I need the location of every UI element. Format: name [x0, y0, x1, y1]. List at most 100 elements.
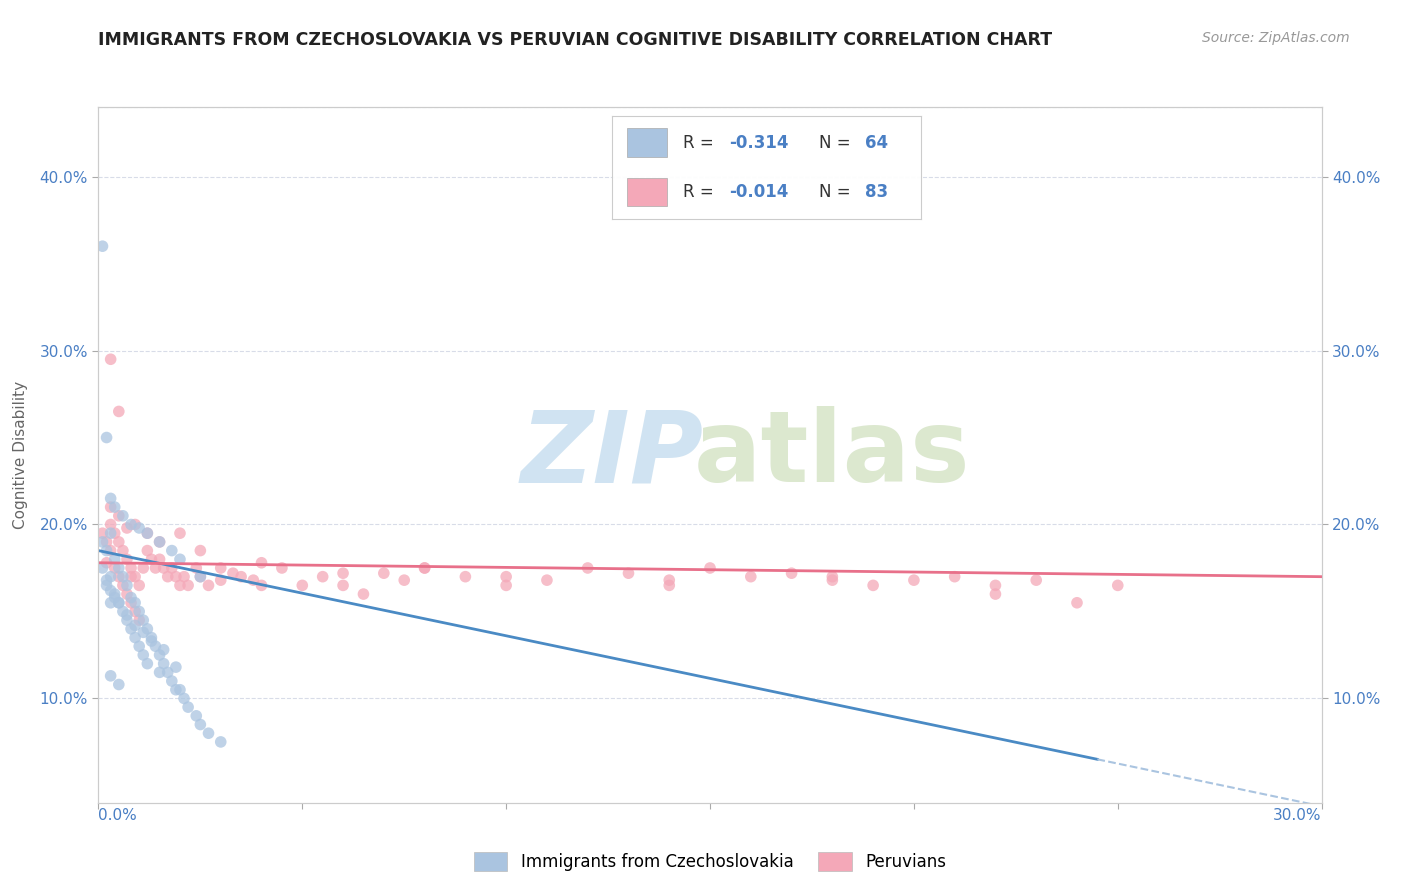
Point: [495, 570, 517, 584]
Point: [1025, 573, 1047, 587]
Point: [132, 625, 155, 640]
Point: [136, 526, 159, 541]
Point: [120, 596, 142, 610]
Point: [111, 570, 134, 584]
Point: [1066, 596, 1088, 610]
Point: [270, 561, 294, 575]
Point: [495, 578, 517, 592]
Point: [108, 404, 131, 418]
Point: [141, 552, 163, 566]
Point: [91, 526, 114, 541]
Point: [536, 573, 558, 587]
Point: [352, 587, 374, 601]
Point: [128, 605, 150, 619]
Point: [136, 657, 159, 671]
Point: [188, 570, 212, 584]
Point: [128, 578, 150, 592]
Bar: [627, 128, 668, 157]
Point: [149, 534, 172, 549]
Point: [209, 735, 232, 749]
Point: [373, 566, 395, 581]
Point: [111, 605, 134, 619]
Point: [332, 566, 354, 581]
Point: [454, 570, 477, 584]
Point: [136, 622, 159, 636]
Point: [108, 596, 131, 610]
Text: 83: 83: [865, 183, 889, 201]
Point: [169, 552, 191, 566]
Point: [209, 561, 232, 575]
Text: 0.0%: 0.0%: [98, 808, 138, 823]
Point: [222, 566, 245, 581]
Point: [128, 521, 150, 535]
Point: [145, 639, 167, 653]
Text: N =: N =: [818, 183, 851, 201]
Point: [188, 717, 212, 731]
Point: [152, 657, 174, 671]
Point: [197, 578, 219, 592]
Point: [124, 570, 146, 584]
Point: [111, 578, 134, 592]
Point: [108, 561, 131, 575]
Point: [152, 561, 174, 575]
Point: [132, 648, 155, 662]
Point: [104, 561, 127, 575]
Point: [108, 596, 131, 610]
Point: [145, 561, 167, 575]
Point: [332, 578, 354, 592]
Point: [120, 561, 142, 575]
Point: [120, 517, 142, 532]
Point: [115, 578, 138, 592]
Point: [141, 631, 163, 645]
Point: [100, 669, 122, 683]
Point: [124, 618, 146, 632]
Point: [128, 613, 150, 627]
Point: [186, 708, 208, 723]
Point: [104, 591, 127, 605]
Point: [96, 573, 118, 587]
Point: [165, 570, 187, 584]
Point: [124, 631, 146, 645]
Point: [250, 578, 273, 592]
Point: [160, 674, 183, 689]
Point: [120, 591, 142, 605]
Point: [115, 521, 138, 535]
Point: [108, 534, 131, 549]
Point: [658, 578, 681, 592]
Point: [91, 534, 114, 549]
Point: [312, 570, 335, 584]
Point: [156, 665, 179, 680]
Text: 30.0%: 30.0%: [1274, 808, 1322, 823]
Point: [576, 561, 599, 575]
Point: [177, 700, 200, 714]
Point: [160, 561, 183, 575]
Point: [169, 682, 191, 697]
Point: [100, 570, 122, 584]
Point: [149, 552, 172, 566]
Point: [165, 660, 187, 674]
Point: [91, 239, 114, 253]
Point: [943, 570, 966, 584]
Point: [188, 570, 212, 584]
Point: [115, 613, 138, 627]
Point: [413, 561, 436, 575]
Point: [100, 517, 122, 532]
Point: [120, 570, 142, 584]
Point: [291, 578, 314, 592]
Point: [188, 543, 212, 558]
Point: [100, 543, 122, 558]
Point: [100, 526, 122, 541]
Point: [169, 578, 191, 592]
Point: [104, 587, 127, 601]
Point: [617, 566, 640, 581]
Point: [173, 691, 195, 706]
Point: [100, 596, 122, 610]
Point: [96, 534, 118, 549]
Point: [413, 561, 436, 575]
Point: [780, 566, 803, 581]
Point: [96, 430, 118, 444]
Point: [120, 622, 142, 636]
Text: R =: R =: [683, 183, 713, 201]
Point: [149, 648, 172, 662]
Point: [699, 561, 721, 575]
